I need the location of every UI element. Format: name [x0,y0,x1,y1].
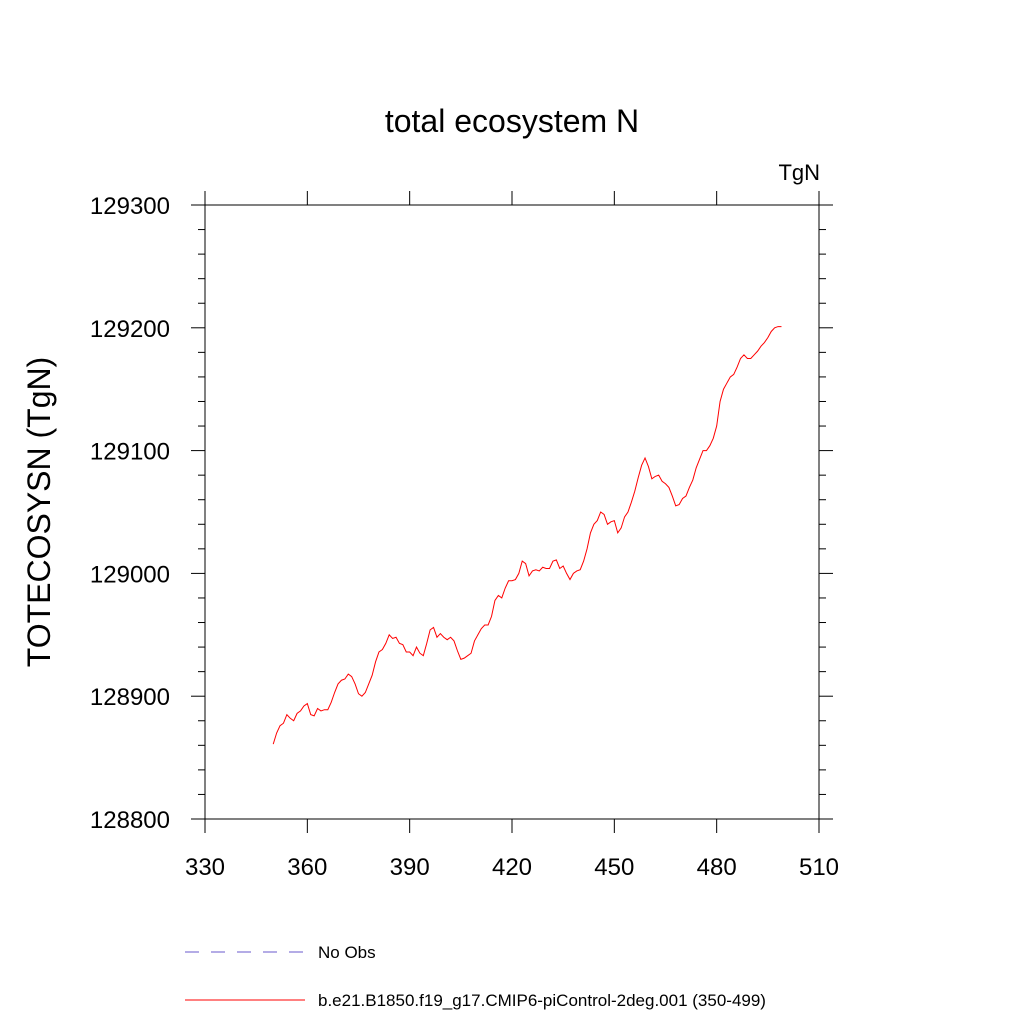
series-lines [272,326,782,745]
x-tick-label: 420 [492,854,532,881]
x-tick-label: 360 [287,854,327,881]
legend-label: No Obs [318,943,376,962]
x-tick-label: 390 [390,854,430,881]
y-tick-label: 128900 [90,684,170,711]
y-tick-label: 129000 [90,561,170,588]
x-tick-label: 330 [185,854,225,881]
y-axis-label: TOTECOSYSN (TgN) [21,357,57,668]
x-tick-label: 450 [594,854,634,881]
units-label: TgN [778,160,820,185]
chart-title: total ecosystem N [385,103,639,139]
y-tick-label: 129300 [90,193,170,220]
tick-labels: 330 360 390 420 450 480 510 128800 128900 129000 1… [90,193,839,881]
axis-ticks [191,191,833,833]
y-tick-label: 129200 [90,316,170,343]
plot-frame [204,204,820,820]
legend: No Obs b.e21.B1850.f19_g17.CMIP6-piContro… [185,943,766,1010]
legend-label: b.e21.B1850.f19_g17.CMIP6-piControl-2deg… [318,991,766,1010]
y-tick-label: 128800 [90,807,170,834]
y-tick-label: 129100 [90,439,170,466]
x-tick-label: 510 [799,854,839,881]
series-line [272,326,782,745]
x-tick-label: 480 [697,854,737,881]
